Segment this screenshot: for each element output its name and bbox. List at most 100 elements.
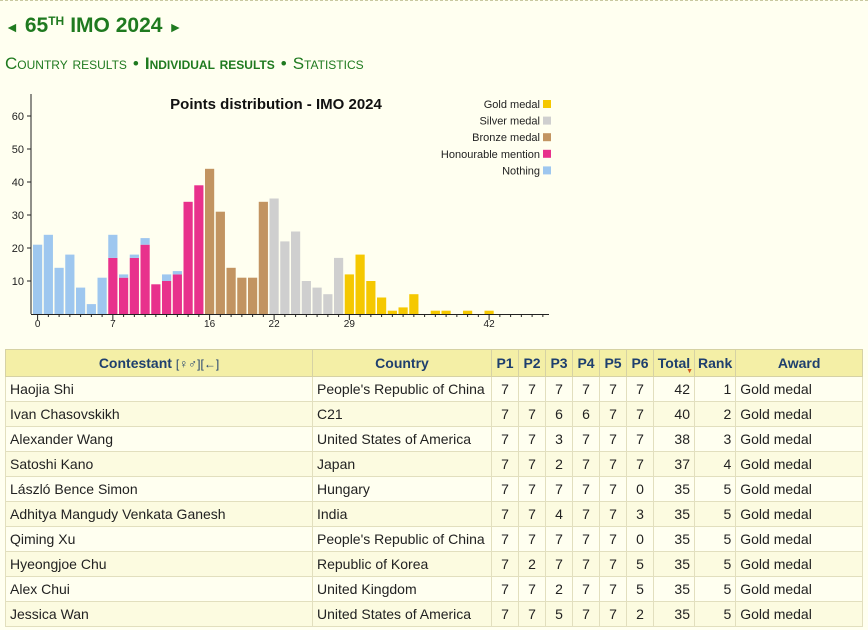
- gender-sort-icon[interactable]: [♀♂][←]: [175, 357, 220, 371]
- bar-nothing: [172, 271, 182, 275]
- bar-nothing: [129, 254, 139, 258]
- contestant-name[interactable]: Adhitya Mangudy Venkata Ganesh: [5, 501, 313, 527]
- contestant-name[interactable]: Qiming Xu: [5, 526, 313, 552]
- legend-swatch: [543, 133, 551, 142]
- score-p5: 7: [599, 476, 627, 502]
- country-name[interactable]: People's Republic of China: [312, 526, 492, 552]
- title-edition: 65TH: [25, 14, 64, 38]
- col-p1[interactable]: P1: [491, 349, 519, 377]
- contestant-name[interactable]: Ivan Chasovskikh: [5, 401, 313, 427]
- score-p5: 7: [599, 376, 627, 402]
- country-name[interactable]: Republic of Korea: [312, 551, 492, 577]
- total-score: 38: [653, 426, 695, 452]
- legend-swatch: [543, 149, 551, 158]
- nav-statistics[interactable]: Statistics: [292, 54, 364, 73]
- country-name[interactable]: People's Republic of China: [312, 376, 492, 402]
- bar-nothing: [54, 267, 64, 314]
- x-tick-label: 7: [110, 319, 116, 330]
- bar-honourable: [172, 274, 182, 314]
- score-p3: 6: [545, 401, 573, 427]
- score-p5: 7: [599, 451, 627, 477]
- country-name[interactable]: C21: [312, 401, 492, 427]
- bar-silver: [312, 287, 322, 314]
- bar-nothing: [108, 234, 118, 258]
- table-row: Adhitya Mangudy Venkata Ganesh India 7 7 4 7 7…: [5, 501, 863, 527]
- award-value: Gold medal: [735, 451, 863, 477]
- score-p4: 7: [572, 476, 600, 502]
- bar-nothing: [76, 287, 86, 314]
- score-p2: 7: [518, 401, 546, 427]
- bar-bronze: [258, 201, 268, 314]
- results-table: Contestant [♀♂][←] Country P1 P2 P3 P4 P…: [5, 349, 863, 627]
- score-p1: 7: [491, 376, 519, 402]
- points-distribution-chart: Points distribution - IMO 2024 10 20 30 40 5…: [12, 94, 551, 330]
- rank-value: 5: [693, 501, 737, 527]
- legend-swatch: [543, 100, 551, 108]
- score-p6: 0: [626, 476, 654, 502]
- bar-nothing: [162, 274, 172, 281]
- col-rank[interactable]: Rank: [693, 349, 737, 377]
- award-value: Gold medal: [735, 376, 863, 402]
- bar-nothing: [43, 234, 53, 314]
- score-p4: 7: [572, 451, 600, 477]
- nav-individual-results[interactable]: Individual results: [144, 54, 275, 73]
- award-value: Gold medal: [735, 401, 863, 427]
- country-name[interactable]: United States of America: [312, 426, 492, 452]
- bar-nothing: [33, 244, 43, 314]
- y-tick-label: 30: [12, 210, 24, 222]
- contestant-name[interactable]: László Bence Simon: [5, 476, 313, 502]
- score-p4: 7: [572, 576, 600, 602]
- contestant-name[interactable]: Jessica Wan: [5, 601, 313, 627]
- prev-arrow-icon[interactable]: ◄: [5, 19, 19, 35]
- bar-silver: [323, 294, 333, 314]
- contestant-name[interactable]: Hyeongjoe Chu: [5, 551, 313, 577]
- country-name[interactable]: Hungary: [312, 476, 492, 502]
- col-p6[interactable]: P6: [626, 349, 654, 377]
- contestant-name[interactable]: Satoshi Kano: [5, 451, 313, 477]
- chart-axes: 10 20 30 40 50 60 0 7 16 22 29 42: [12, 94, 549, 330]
- country-name[interactable]: Japan: [312, 451, 492, 477]
- bar-honourable: [194, 185, 204, 314]
- score-p3: 2: [545, 576, 573, 602]
- sort-desc-icon: ▼: [686, 368, 693, 375]
- bar-gold: [430, 310, 440, 314]
- col-country[interactable]: Country: [312, 349, 492, 377]
- bar-honourable: [183, 201, 193, 314]
- contestant-name[interactable]: Alexander Wang: [5, 426, 313, 452]
- page-title: ◄ 65TH IMO 2024 ►: [5, 14, 182, 38]
- bar-gold: [387, 310, 397, 314]
- contestant-name[interactable]: Alex Chui: [5, 576, 313, 602]
- country-name[interactable]: United Kingdom: [312, 576, 492, 602]
- score-p6: 3: [626, 501, 654, 527]
- next-arrow-icon[interactable]: ►: [168, 19, 183, 35]
- score-p6: 5: [626, 576, 654, 602]
- table-row: Haojia Shi People's Republic of China 7 7 7 7…: [5, 376, 863, 402]
- score-p5: 7: [599, 501, 627, 527]
- bar-honourable: [140, 244, 150, 314]
- score-p2: 7: [518, 476, 546, 502]
- bar-nothing: [140, 238, 150, 245]
- total-score: 35: [653, 551, 695, 577]
- contestant-name[interactable]: Haojia Shi: [5, 376, 313, 402]
- country-name[interactable]: United States of America: [312, 601, 492, 627]
- col-contestant[interactable]: Contestant [♀♂][←]: [5, 349, 313, 377]
- score-p1: 7: [491, 451, 519, 477]
- bar-gold: [398, 307, 408, 314]
- country-name[interactable]: India: [312, 501, 492, 527]
- x-tick-label: 22: [269, 319, 281, 330]
- col-p3[interactable]: P3: [545, 349, 573, 377]
- table-row: Qiming Xu People's Republic of China 7 7 7 7 7…: [5, 526, 863, 552]
- col-total[interactable]: Total ▼: [653, 349, 695, 377]
- bar-bronze: [205, 168, 215, 314]
- score-p6: 7: [626, 426, 654, 452]
- col-p5[interactable]: P5: [599, 349, 627, 377]
- nav-country-results[interactable]: Country results: [5, 54, 127, 73]
- score-p3: 2: [545, 451, 573, 477]
- col-p2[interactable]: P2: [518, 349, 546, 377]
- score-p4: 7: [572, 526, 600, 552]
- col-p4[interactable]: P4: [572, 349, 600, 377]
- legend-label: Honourable mention: [441, 149, 540, 161]
- legend-swatch: [543, 166, 551, 175]
- col-award[interactable]: Award: [735, 349, 863, 377]
- score-p6: 7: [626, 376, 654, 402]
